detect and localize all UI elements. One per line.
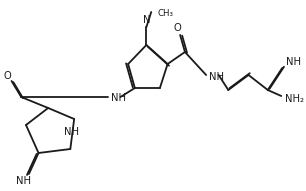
- Text: N: N: [143, 15, 150, 25]
- Text: NH: NH: [209, 72, 224, 82]
- Text: NH: NH: [64, 127, 79, 137]
- Text: NH: NH: [286, 57, 301, 67]
- Text: O: O: [4, 71, 12, 81]
- Text: O: O: [174, 23, 181, 33]
- Text: NH₂: NH₂: [285, 94, 304, 104]
- Text: NH: NH: [111, 93, 126, 103]
- Text: CH₃: CH₃: [158, 9, 174, 18]
- Text: NH: NH: [16, 176, 31, 186]
